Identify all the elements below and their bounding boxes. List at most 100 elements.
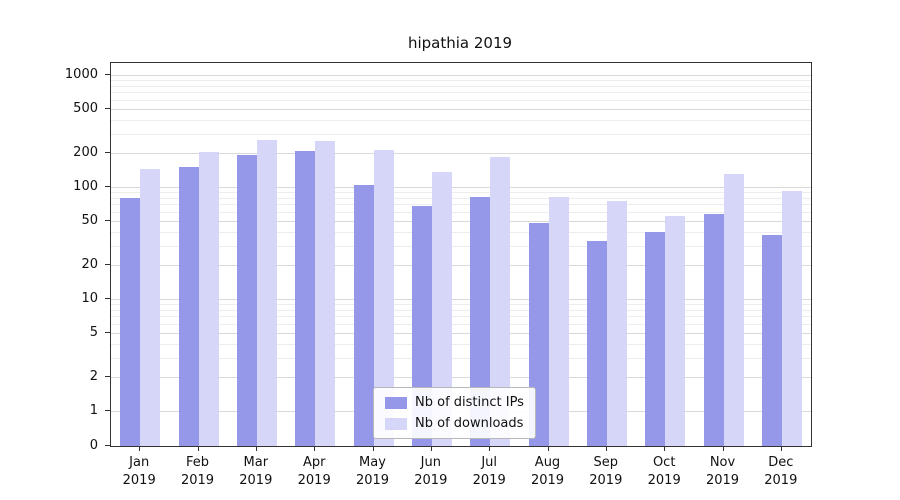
bar-downloads (256, 139, 277, 446)
bar-distinct-ips (470, 196, 491, 446)
minor-gridline (111, 80, 811, 82)
chart-title: hipathia 2019 (407, 34, 513, 52)
y-tick-label: 1000 (64, 67, 98, 82)
y-tick-mark (105, 410, 110, 411)
plot-area (110, 62, 812, 447)
x-tick-mark (314, 446, 316, 451)
y-tick-label: 0 (89, 438, 98, 453)
y-tick-label: 2 (89, 369, 98, 385)
x-tick-label: Jun 2019 (414, 455, 448, 488)
x-tick-label: Aug 2019 (530, 455, 565, 488)
y-tick-mark (105, 264, 110, 266)
x-tick-mark (430, 446, 432, 451)
bar-distinct-ips (761, 235, 782, 446)
bar-distinct-ips (353, 184, 374, 446)
bar-downloads (781, 191, 802, 446)
x-tick-label: Apr 2019 (297, 455, 331, 488)
bar-downloads (373, 149, 394, 446)
bar-downloads (548, 196, 569, 446)
minor-gridline (111, 133, 811, 135)
major-gridline (111, 265, 811, 267)
x-tick-mark (489, 446, 491, 451)
legend-label-distinct-ips: Nb of distinct IPs (415, 395, 524, 410)
bar-downloads (665, 216, 686, 446)
y-tick-label: 200 (73, 145, 98, 161)
minor-gridline (111, 204, 811, 206)
x-tick-label: Feb 2019 (180, 455, 215, 488)
bar-downloads (198, 152, 219, 446)
y-tick-mark (105, 445, 110, 446)
bar-distinct-ips (645, 231, 666, 446)
y-tick-mark (105, 331, 110, 333)
bar-distinct-ips (178, 167, 199, 446)
minor-gridline (111, 211, 811, 213)
minor-gridline (111, 231, 811, 233)
legend-item-distinct-ips: Nb of distinct IPs (385, 395, 524, 410)
y-tick-mark (105, 152, 110, 154)
x-tick-mark (722, 446, 724, 451)
bar-downloads (140, 168, 161, 446)
major-gridline (111, 299, 811, 300)
bar-downloads (606, 201, 627, 446)
y-tick-label: 500 (73, 100, 98, 116)
x-tick-mark (372, 446, 374, 451)
x-tick-label: Jul 2019 (472, 455, 506, 488)
legend: Nb of distinct IPs Nb of downloads (373, 387, 536, 439)
minor-gridline (111, 119, 811, 121)
minor-gridline (111, 92, 811, 94)
legend-label-downloads: Nb of downloads (415, 416, 524, 431)
bar-distinct-ips (295, 150, 316, 446)
major-gridline (111, 377, 811, 379)
x-tick-mark (197, 446, 199, 451)
legend-swatch-downloads (385, 417, 407, 430)
x-tick-label: Mar 2019 (239, 455, 273, 488)
x-tick-mark (605, 446, 607, 451)
bar-distinct-ips (120, 197, 141, 446)
y-tick-mark (105, 107, 110, 109)
minor-gridline (111, 99, 811, 101)
minor-gridline (111, 304, 811, 306)
x-tick-mark (664, 446, 666, 451)
minor-gridline (111, 343, 811, 345)
bar-downloads (723, 174, 744, 446)
minor-gridline (111, 316, 811, 318)
y-tick-label: 50 (81, 212, 98, 228)
major-gridline (111, 332, 811, 334)
minor-gridline (111, 309, 811, 311)
y-tick-mark (105, 298, 110, 299)
legend-swatch-distinct-ips (385, 396, 407, 409)
y-tick-label: 1 (89, 403, 98, 418)
bar-downloads (315, 140, 336, 446)
x-tick-mark (139, 446, 141, 451)
y-tick-mark (105, 186, 110, 187)
legend-item-downloads: Nb of downloads (385, 416, 524, 431)
minor-gridline (111, 85, 811, 87)
minor-gridline (111, 192, 811, 194)
major-gridline (111, 187, 811, 188)
x-tick-label: May 2019 (355, 455, 390, 488)
x-tick-mark (780, 446, 782, 451)
y-tick-mark (105, 219, 110, 221)
bar-distinct-ips (411, 205, 432, 446)
minor-gridline (111, 245, 811, 247)
x-tick-label: Jan 2019 (122, 455, 156, 488)
minor-gridline (111, 357, 811, 359)
x-tick-label: Oct 2019 (647, 455, 681, 488)
x-tick-mark (547, 446, 549, 451)
bar-distinct-ips (586, 240, 607, 446)
y-tick-mark (105, 376, 110, 378)
bar-distinct-ips (236, 154, 257, 446)
bar-distinct-ips (703, 213, 724, 446)
y-tick-mark (105, 74, 110, 75)
major-gridline (111, 75, 811, 76)
major-gridline (111, 108, 811, 110)
bar-downloads (490, 157, 511, 446)
minor-gridline (111, 323, 811, 325)
major-gridline (111, 153, 811, 155)
major-gridline (111, 220, 811, 222)
bar-downloads (431, 172, 452, 446)
y-tick-label: 100 (73, 179, 98, 194)
y-tick-label: 10 (81, 291, 98, 306)
y-tick-label: 5 (89, 324, 98, 340)
